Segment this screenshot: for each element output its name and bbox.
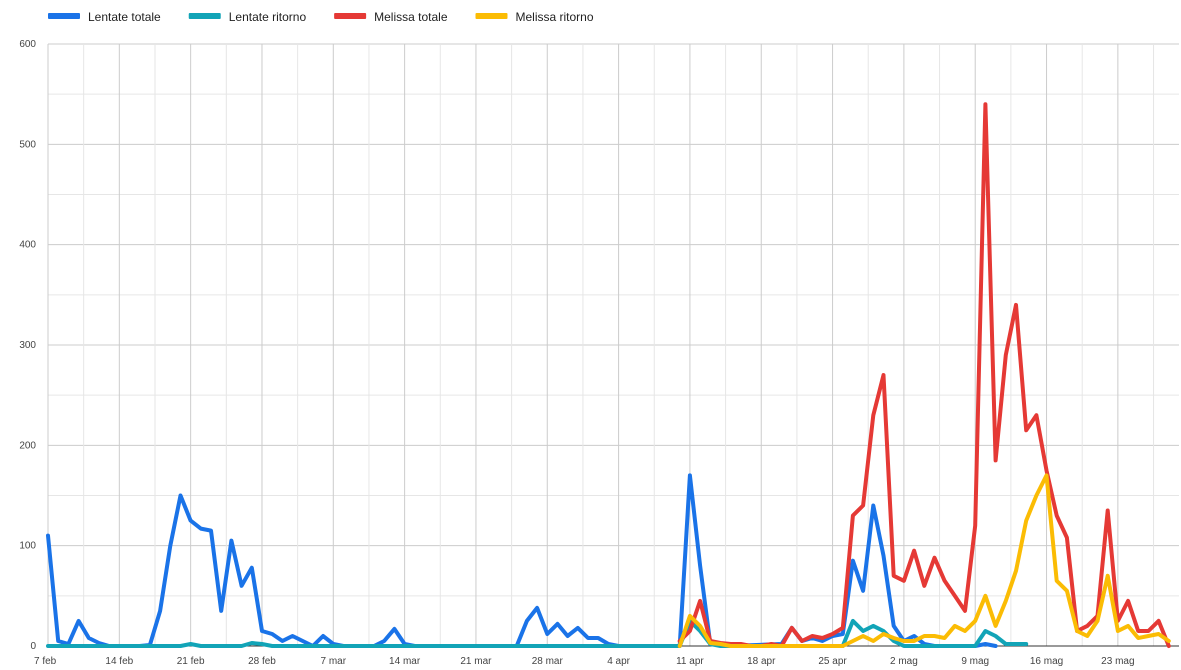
y-tick-label: 300 bbox=[19, 340, 36, 351]
legend: Lentate totale Lentate ritorno Melissa tot… bbox=[48, 10, 594, 24]
series-line-2 bbox=[46, 618, 1029, 648]
legend-label-2: Lentate ritorno bbox=[229, 10, 307, 24]
x-tick-label: 7 mar bbox=[321, 656, 347, 667]
x-tick-label: 23 mag bbox=[1101, 656, 1134, 667]
y-tick-label: 0 bbox=[30, 641, 36, 652]
x-tick-label: 18 apr bbox=[747, 656, 776, 667]
series-line-1 bbox=[46, 473, 998, 648]
x-tick-label: 21 feb bbox=[177, 656, 205, 667]
axis-labels: 0 100 200 300 400 500 600 7 feb 14 feb 21 feb 28 f… bbox=[19, 39, 1134, 667]
series-line-3 bbox=[677, 102, 1171, 648]
legend-label-4: Melissa ritorno bbox=[516, 10, 594, 24]
series-line-4 bbox=[677, 473, 1171, 648]
legend-swatch-4 bbox=[475, 13, 508, 19]
legend-swatch-3 bbox=[334, 13, 367, 19]
x-tick-label: 2 mag bbox=[890, 656, 918, 667]
legend-swatch-1 bbox=[48, 13, 80, 19]
x-tick-label: 7 feb bbox=[34, 656, 57, 667]
x-tick-label: 28 mar bbox=[532, 656, 564, 667]
x-tick-label: 21 mar bbox=[460, 656, 492, 667]
x-tick-label: 11 apr bbox=[676, 656, 704, 667]
legend-swatch-2 bbox=[188, 13, 221, 19]
x-tick-label: 25 apr bbox=[818, 656, 847, 667]
x-tick-label: 9 mag bbox=[961, 656, 989, 667]
y-tick-label: 100 bbox=[19, 541, 36, 552]
x-tick-label: 16 mag bbox=[1030, 656, 1063, 667]
y-tick-label: 600 bbox=[19, 39, 36, 50]
y-tick-label: 200 bbox=[19, 440, 36, 451]
legend-label-3: Melissa totale bbox=[374, 10, 448, 24]
x-tick-label: 14 mar bbox=[389, 656, 421, 667]
y-tick-label: 400 bbox=[19, 240, 36, 251]
series-lines bbox=[46, 102, 1171, 648]
legend-label-1: Lentate totale bbox=[88, 10, 161, 24]
x-tick-label: 4 apr bbox=[607, 656, 630, 667]
y-tick-label: 500 bbox=[19, 139, 36, 150]
x-tick-label: 28 feb bbox=[248, 656, 276, 667]
x-tick-label: 14 feb bbox=[105, 656, 133, 667]
